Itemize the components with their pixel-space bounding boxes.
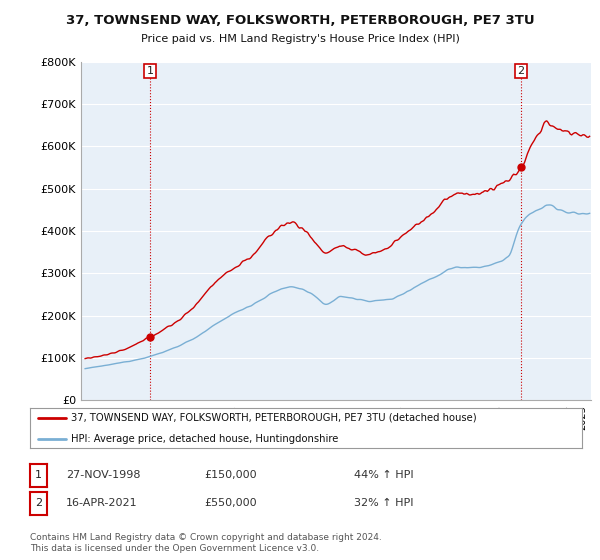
Text: 2: 2: [35, 498, 42, 508]
Text: 37, TOWNSEND WAY, FOLKSWORTH, PETERBOROUGH, PE7 3TU (detached house): 37, TOWNSEND WAY, FOLKSWORTH, PETERBOROU…: [71, 413, 477, 423]
Text: 1: 1: [146, 66, 154, 76]
Text: HPI: Average price, detached house, Huntingdonshire: HPI: Average price, detached house, Hunt…: [71, 434, 339, 444]
Text: Price paid vs. HM Land Registry's House Price Index (HPI): Price paid vs. HM Land Registry's House …: [140, 34, 460, 44]
Text: 2: 2: [518, 66, 525, 76]
Text: £150,000: £150,000: [204, 470, 257, 480]
Text: 37, TOWNSEND WAY, FOLKSWORTH, PETERBOROUGH, PE7 3TU: 37, TOWNSEND WAY, FOLKSWORTH, PETERBOROU…: [65, 14, 535, 27]
Text: 1: 1: [35, 470, 42, 480]
Text: 16-APR-2021: 16-APR-2021: [66, 498, 137, 508]
Text: Contains HM Land Registry data © Crown copyright and database right 2024.
This d: Contains HM Land Registry data © Crown c…: [30, 533, 382, 553]
Text: 27-NOV-1998: 27-NOV-1998: [66, 470, 140, 480]
Text: 32% ↑ HPI: 32% ↑ HPI: [354, 498, 413, 508]
Text: 44% ↑ HPI: 44% ↑ HPI: [354, 470, 413, 480]
Text: £550,000: £550,000: [204, 498, 257, 508]
